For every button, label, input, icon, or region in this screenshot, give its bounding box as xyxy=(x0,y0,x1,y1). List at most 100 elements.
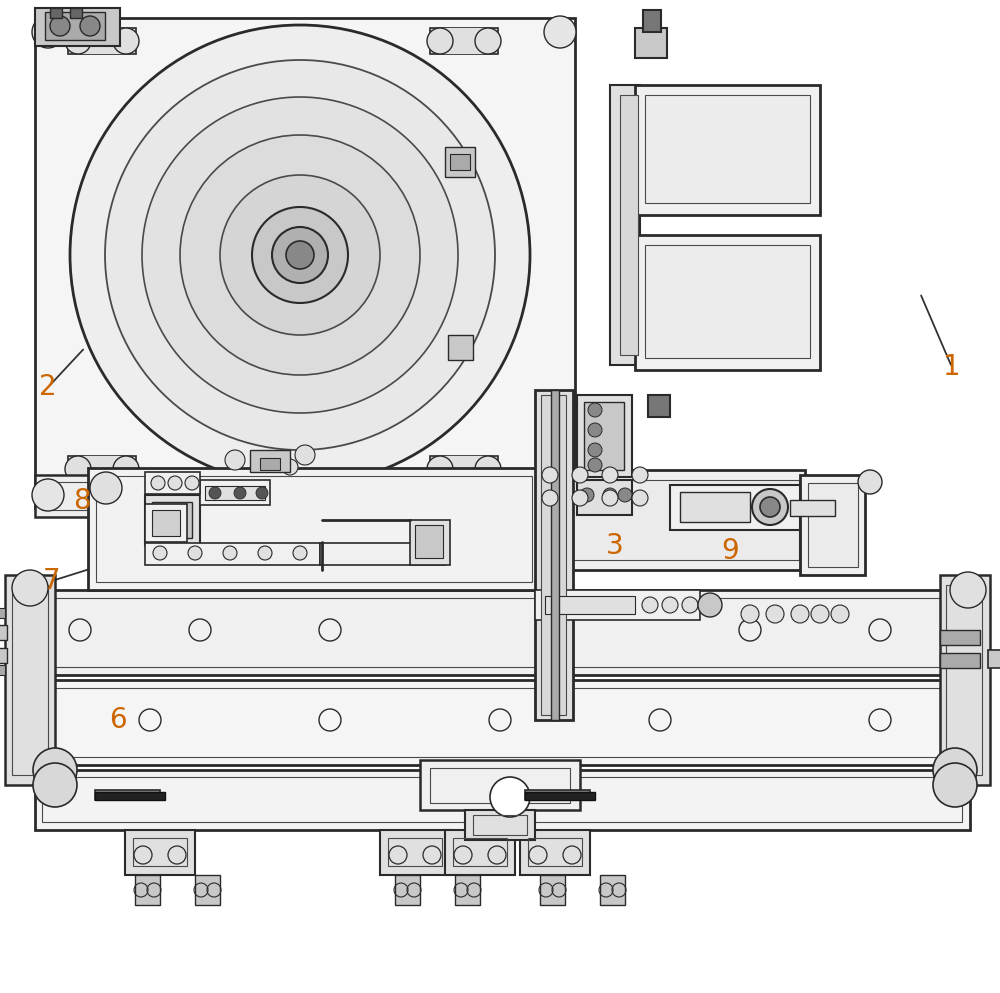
Circle shape xyxy=(698,593,722,617)
Circle shape xyxy=(220,175,380,335)
Bar xyxy=(535,390,573,720)
Bar xyxy=(453,838,507,866)
Circle shape xyxy=(618,488,632,502)
Bar xyxy=(535,590,700,620)
Bar xyxy=(808,483,858,567)
Text: 7: 7 xyxy=(43,567,61,595)
Bar xyxy=(250,450,290,472)
Circle shape xyxy=(113,456,139,482)
Bar xyxy=(0,625,7,640)
Circle shape xyxy=(662,597,678,613)
Circle shape xyxy=(475,456,501,482)
Bar xyxy=(430,456,498,482)
Bar xyxy=(42,777,962,822)
Circle shape xyxy=(588,443,602,457)
Circle shape xyxy=(475,28,501,54)
Circle shape xyxy=(544,479,576,511)
Text: 1: 1 xyxy=(943,354,961,381)
Bar xyxy=(645,95,810,203)
Circle shape xyxy=(80,16,100,36)
Bar xyxy=(410,520,450,565)
Bar xyxy=(465,810,535,840)
Circle shape xyxy=(588,403,602,417)
Bar xyxy=(940,653,980,668)
Bar xyxy=(133,838,187,866)
Bar xyxy=(70,8,82,18)
Circle shape xyxy=(811,605,829,623)
Bar xyxy=(635,235,820,370)
Circle shape xyxy=(950,572,986,608)
Circle shape xyxy=(741,605,759,623)
Bar xyxy=(545,596,635,614)
Bar xyxy=(35,770,970,830)
Bar xyxy=(610,85,640,365)
Circle shape xyxy=(831,605,849,623)
Bar xyxy=(541,395,566,715)
Circle shape xyxy=(642,597,658,613)
Bar xyxy=(988,650,1000,668)
Bar xyxy=(620,95,638,355)
Text: 3: 3 xyxy=(606,532,624,560)
Bar xyxy=(430,768,570,803)
Bar xyxy=(35,680,970,765)
Bar xyxy=(645,245,810,358)
Circle shape xyxy=(252,207,348,303)
Bar xyxy=(440,28,488,54)
Circle shape xyxy=(33,763,77,807)
Bar xyxy=(42,688,962,757)
Bar xyxy=(35,18,575,508)
Bar xyxy=(450,154,470,170)
Circle shape xyxy=(544,16,576,48)
Circle shape xyxy=(180,135,420,375)
Bar xyxy=(525,792,595,800)
Bar xyxy=(135,875,160,905)
Bar xyxy=(800,475,865,575)
Bar xyxy=(388,838,442,866)
Bar xyxy=(448,335,473,360)
Bar xyxy=(5,575,55,785)
Circle shape xyxy=(256,487,268,499)
Circle shape xyxy=(151,476,165,490)
Circle shape xyxy=(32,16,64,48)
Circle shape xyxy=(286,241,314,269)
Bar xyxy=(648,395,670,417)
Bar xyxy=(42,482,598,510)
Bar xyxy=(42,598,962,667)
Bar xyxy=(320,543,445,565)
Bar xyxy=(635,85,820,215)
Circle shape xyxy=(602,490,618,506)
Bar xyxy=(260,458,280,470)
Bar xyxy=(145,472,200,494)
Bar xyxy=(643,10,661,32)
Circle shape xyxy=(50,16,70,36)
Circle shape xyxy=(142,97,458,413)
Circle shape xyxy=(603,488,617,502)
Bar xyxy=(12,585,48,775)
Bar xyxy=(535,470,805,570)
Circle shape xyxy=(293,546,307,560)
Bar xyxy=(520,830,590,875)
Text: 8: 8 xyxy=(73,488,91,515)
Circle shape xyxy=(223,546,237,560)
Bar xyxy=(455,875,480,905)
Circle shape xyxy=(572,467,588,483)
Bar xyxy=(577,480,632,515)
Bar xyxy=(205,486,265,500)
Circle shape xyxy=(258,546,272,560)
Bar xyxy=(380,830,450,875)
Bar xyxy=(35,475,605,517)
Bar xyxy=(0,648,7,663)
Bar xyxy=(670,485,800,530)
Circle shape xyxy=(766,605,784,623)
Circle shape xyxy=(760,497,780,517)
Circle shape xyxy=(12,570,48,606)
Circle shape xyxy=(427,456,453,482)
Circle shape xyxy=(185,476,199,490)
Bar xyxy=(125,830,195,875)
Bar xyxy=(577,395,632,477)
Bar xyxy=(152,510,180,536)
Bar xyxy=(415,525,443,558)
Circle shape xyxy=(295,445,315,465)
Circle shape xyxy=(272,227,328,283)
Circle shape xyxy=(632,467,648,483)
